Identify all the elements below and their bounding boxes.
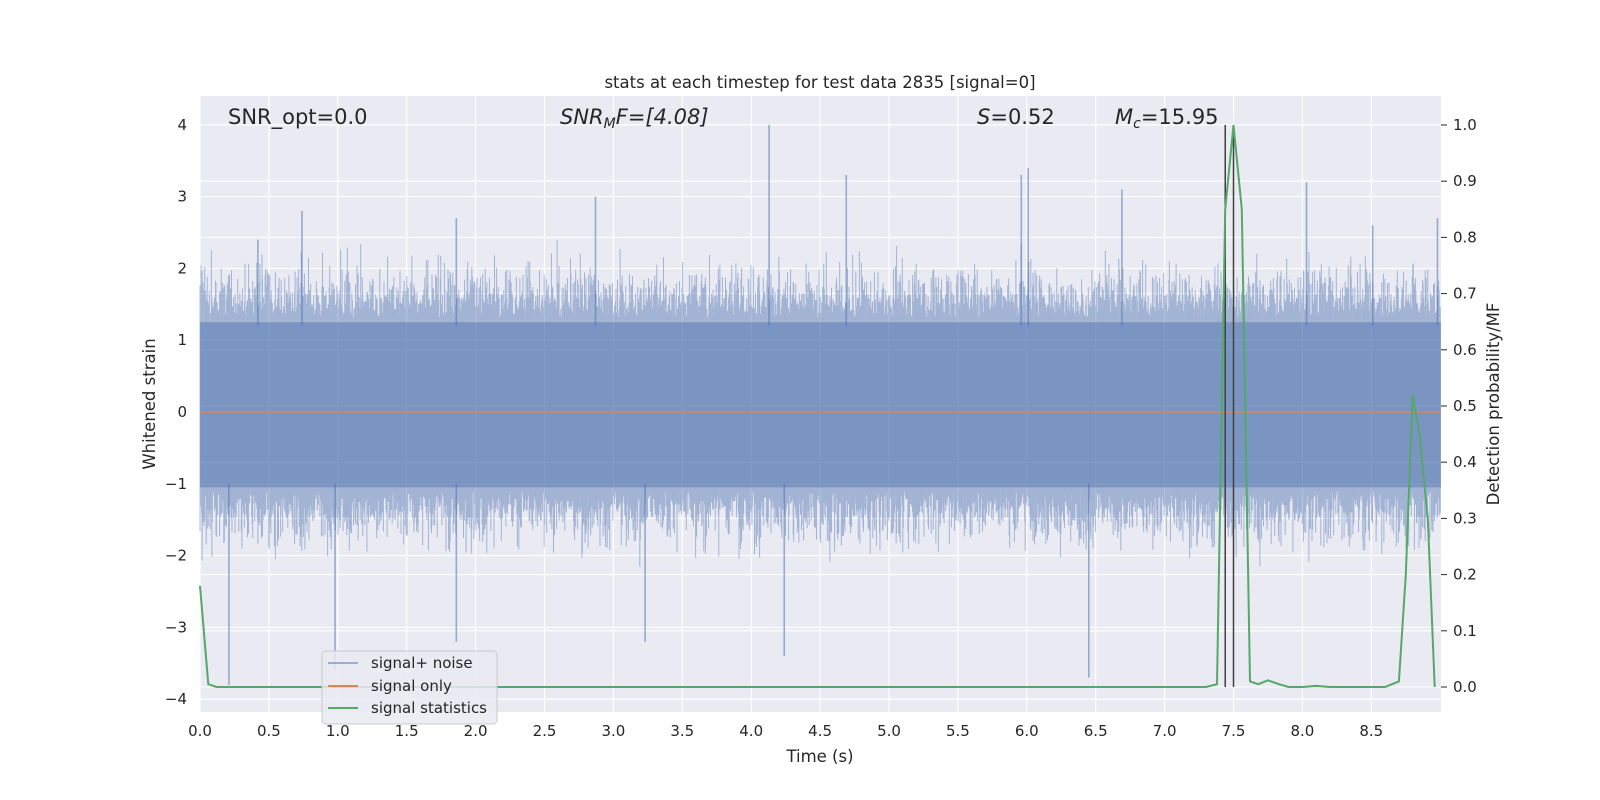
x-tick-label: 0.5: [257, 722, 281, 740]
legend-label-noise: signal+ noise: [371, 654, 473, 672]
y-tick-label: −4: [165, 690, 187, 708]
x-tick-label: 8.0: [1290, 722, 1314, 740]
legend-label-signal: signal only: [371, 677, 452, 695]
annotation-mc-main: M: [1115, 105, 1133, 129]
x-tick-label: 4.5: [808, 722, 832, 740]
annotation-snr-opt: SNR_opt=0.0: [228, 105, 368, 130]
y-tick-label: 3: [177, 188, 187, 206]
right-y-tick-label: 0.1: [1453, 622, 1477, 640]
right-y-tick-label: 0.0: [1453, 678, 1477, 696]
y-tick-label: −1: [165, 475, 187, 493]
annotation-snr-mf-rest: F=[4.08]: [616, 105, 709, 129]
right-y-tick-label: 0.6: [1453, 341, 1477, 359]
x-tick-label: 2.0: [464, 722, 488, 740]
x-tick-label: 5.5: [946, 722, 970, 740]
right-y-tick-label: 0.5: [1453, 397, 1477, 415]
y-tick-label: 0: [177, 403, 187, 421]
right-y-tick-label: 0.2: [1453, 566, 1477, 584]
x-tick-label: 6.0: [1015, 722, 1039, 740]
legend-label-stats: signal statistics: [371, 699, 487, 717]
right-y-tick-label: 0.9: [1453, 172, 1477, 190]
x-tick-label: 5.0: [877, 722, 901, 740]
y-tick-label: 2: [177, 259, 187, 277]
x-tick-label: 7.5: [1222, 722, 1246, 740]
annotation-s-rest: =0.52: [990, 105, 1054, 129]
annotation-s: S=0.52: [977, 105, 1055, 129]
annotation-snr-mf-main: SNR: [560, 105, 604, 129]
right-y-axis-label: Detection probability/MF: [1484, 303, 1503, 506]
x-tick-label: 3.5: [670, 722, 694, 740]
x-tick-label: 2.5: [533, 722, 557, 740]
x-axis-label: Time (s): [785, 747, 853, 766]
y-tick-label: 1: [177, 331, 187, 349]
noise-trace: [199, 240, 1441, 567]
x-tick-label: 0.0: [188, 722, 212, 740]
right-y-tick-label: 0.8: [1453, 228, 1477, 246]
legend: signal+ noise signal only signal statist…: [321, 650, 498, 725]
y-tick-labels: 4 3 2 1 0 −1 −2 −3 −4: [165, 116, 187, 708]
x-gridlines: [199, 96, 1372, 712]
x-tick-label: 4.0: [739, 722, 763, 740]
y-axis-label: Whitened strain: [140, 338, 159, 469]
right-y-tick-label: 0.4: [1453, 453, 1477, 471]
right-y-tick-label: 0.3: [1453, 509, 1477, 527]
x-tick-label: 6.5: [1084, 722, 1108, 740]
annotation-s-main: S: [977, 105, 990, 129]
chart-title: stats at each timestep for test data 283…: [604, 73, 1035, 92]
right-y-tick-labels: 1.0 0.9 0.8 0.7 0.6 0.5 0.4 0.3 0.2 0.1 0.0: [1441, 116, 1477, 696]
right-y-tick-label: 0.7: [1453, 285, 1477, 303]
annotation-mc-sub: c: [1133, 116, 1141, 132]
x-tick-label: 1.0: [326, 722, 350, 740]
legend-box: [321, 650, 498, 725]
annotation-snr-mf: SNRMF=[4.08]: [560, 105, 709, 132]
annotation-mc-rest: =15.95: [1141, 105, 1219, 129]
x-tick-label: 3.0: [601, 722, 625, 740]
annotation-snr-mf-sub: M: [604, 116, 616, 132]
x-tick-label: 8.5: [1359, 722, 1383, 740]
y-tick-label: −3: [165, 618, 187, 636]
x-tick-label: 7.0: [1153, 722, 1177, 740]
right-y-tick-label: 1.0: [1453, 116, 1477, 134]
x-tick-label: 1.5: [395, 722, 419, 740]
y-tick-label: −2: [165, 547, 187, 565]
annotation-mc: Mc=15.95: [1115, 105, 1219, 132]
x-tick-labels: 0.0 0.5 1.0 1.5 2.0 2.5 3.0 3.5 4.0 4.5 5.0 5.5 6.0 6…: [188, 722, 1383, 740]
y-tick-label: 4: [177, 116, 187, 134]
